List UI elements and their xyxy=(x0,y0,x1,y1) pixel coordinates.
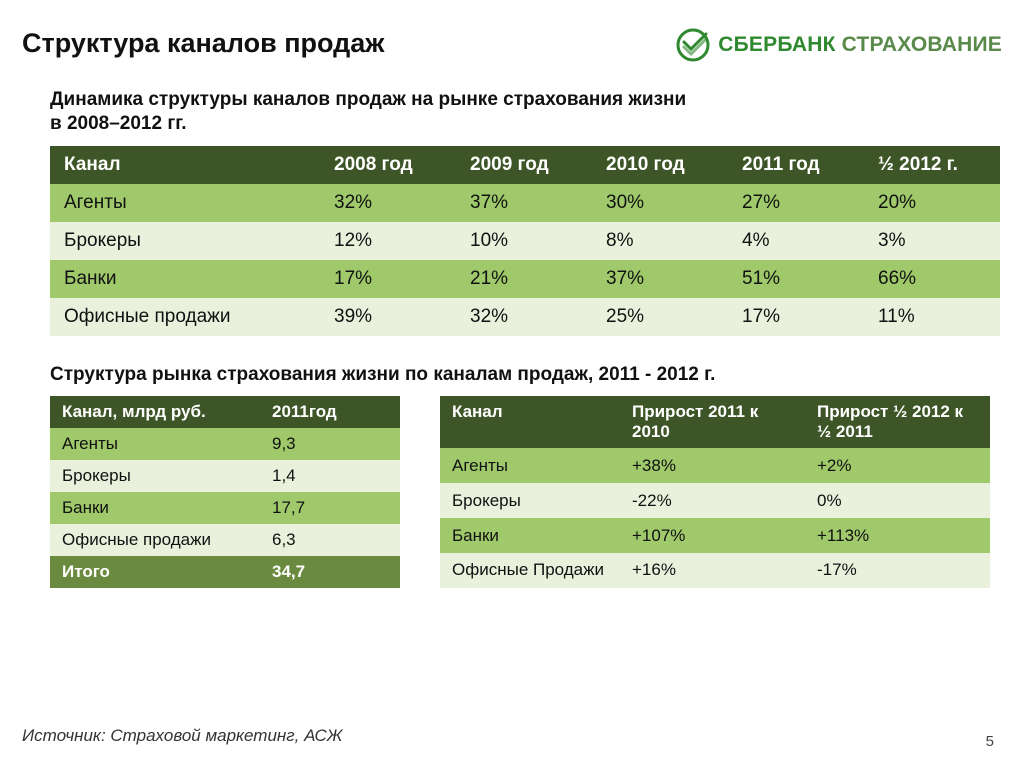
table-cell: Банки xyxy=(440,518,620,553)
table-cell: 30% xyxy=(592,184,728,222)
table-cell: 20% xyxy=(864,184,1000,222)
table-cell: +16% xyxy=(620,553,805,588)
logo-brand-text: СБЕРБАНК xyxy=(718,33,835,56)
table-cell: 17% xyxy=(728,298,864,336)
table-cell: 4% xyxy=(728,222,864,260)
table-cell: +107% xyxy=(620,518,805,553)
column-header: 2009 год xyxy=(456,146,592,184)
table-cell: 0% xyxy=(805,483,990,518)
column-header: Прирост 2011 к 2010 xyxy=(620,396,805,449)
column-header: 2010 год xyxy=(592,146,728,184)
table-cell: 32% xyxy=(320,184,456,222)
table-row: Офисные Продажи+16%-17% xyxy=(440,553,990,588)
column-header: 2011год xyxy=(260,396,400,428)
table-cell: Офисные продажи xyxy=(50,298,320,336)
table-cell: +38% xyxy=(620,448,805,483)
table-row: Банки17%21%37%51%66% xyxy=(50,260,1000,298)
column-header: 2011 год xyxy=(728,146,864,184)
table-cell: -17% xyxy=(805,553,990,588)
right-table: КаналПрирост 2011 к 2010Прирост ½ 2012 к… xyxy=(440,396,990,588)
table-row: Банки+107%+113% xyxy=(440,518,990,553)
table-row: Агенты9,3 xyxy=(50,428,400,460)
column-header: 2008 год xyxy=(320,146,456,184)
table-cell: 3% xyxy=(864,222,1000,260)
main-table-header-row: Канал2008 год2009 год2010 год2011 год½ 2… xyxy=(50,146,1000,184)
table-cell: +113% xyxy=(805,518,990,553)
table-cell: 6,3 xyxy=(260,524,400,556)
table-cell: Банки xyxy=(50,260,320,298)
table-cell: 1,4 xyxy=(260,460,400,492)
column-header: Канал, млрд руб. xyxy=(50,396,260,428)
table-cell: 32% xyxy=(456,298,592,336)
table-cell: 37% xyxy=(456,184,592,222)
table-row: Агенты32%37%30%27%20% xyxy=(50,184,1000,222)
page-number: 5 xyxy=(986,733,994,750)
table-cell: 17% xyxy=(320,260,456,298)
left-table: Канал, млрд руб.2011год Агенты9,3Брокеры… xyxy=(50,396,400,588)
table-row: Офисные продажи39%32%25%17%11% xyxy=(50,298,1000,336)
table-total-row: Итого34,7 xyxy=(50,556,400,588)
table-cell: Офисные продажи xyxy=(50,524,260,556)
main-table: Канал2008 год2009 год2010 год2011 год½ 2… xyxy=(50,146,1000,336)
table-cell: 39% xyxy=(320,298,456,336)
table-cell: Офисные Продажи xyxy=(440,553,620,588)
brand-logo: СБЕРБАНК СТРАХОВАНИЕ xyxy=(676,28,1002,62)
page-title: Структура каналов продаж xyxy=(22,28,384,59)
table-cell: +2% xyxy=(805,448,990,483)
logo-suffix-text: СТРАХОВАНИЕ xyxy=(842,33,1002,56)
table-cell: Итого xyxy=(50,556,260,588)
subtitle-2: Структура рынка страхования жизни по кан… xyxy=(50,364,1002,386)
table-cell: 51% xyxy=(728,260,864,298)
subtitle-1: Динамика структуры каналов продаж на рын… xyxy=(50,88,690,136)
table-cell: 12% xyxy=(320,222,456,260)
table-cell: 9,3 xyxy=(260,428,400,460)
table-cell: 21% xyxy=(456,260,592,298)
table-cell: 8% xyxy=(592,222,728,260)
table-row: Брокеры12%10%8%4%3% xyxy=(50,222,1000,260)
table-cell: 10% xyxy=(456,222,592,260)
table-cell: 27% xyxy=(728,184,864,222)
table-cell: Брокеры xyxy=(50,222,320,260)
table-cell: Брокеры xyxy=(50,460,260,492)
table-cell: Агенты xyxy=(50,184,320,222)
table-row: Офисные продажи6,3 xyxy=(50,524,400,556)
table-cell: 34,7 xyxy=(260,556,400,588)
table-cell: 25% xyxy=(592,298,728,336)
column-header: Прирост ½ 2012 к ½ 2011 xyxy=(805,396,990,449)
table-cell: 17,7 xyxy=(260,492,400,524)
left-table-header-row: Канал, млрд руб.2011год xyxy=(50,396,400,428)
column-header: Канал xyxy=(50,146,320,184)
table-cell: 66% xyxy=(864,260,1000,298)
table-cell: 37% xyxy=(592,260,728,298)
table-cell: Брокеры xyxy=(440,483,620,518)
table-cell: -22% xyxy=(620,483,805,518)
table-row: Банки17,7 xyxy=(50,492,400,524)
column-header: Канал xyxy=(440,396,620,449)
column-header: ½ 2012 г. xyxy=(864,146,1000,184)
table-row: Брокеры-22%0% xyxy=(440,483,990,518)
table-cell: Агенты xyxy=(50,428,260,460)
sberbank-logo-icon xyxy=(676,28,710,62)
table-cell: Банки xyxy=(50,492,260,524)
table-row: Брокеры1,4 xyxy=(50,460,400,492)
table-row: Агенты+38%+2% xyxy=(440,448,990,483)
source-text: Источник: Страховой маркетинг, АСЖ xyxy=(22,726,342,746)
right-table-header-row: КаналПрирост 2011 к 2010Прирост ½ 2012 к… xyxy=(440,396,990,449)
table-cell: Агенты xyxy=(440,448,620,483)
table-cell: 11% xyxy=(864,298,1000,336)
